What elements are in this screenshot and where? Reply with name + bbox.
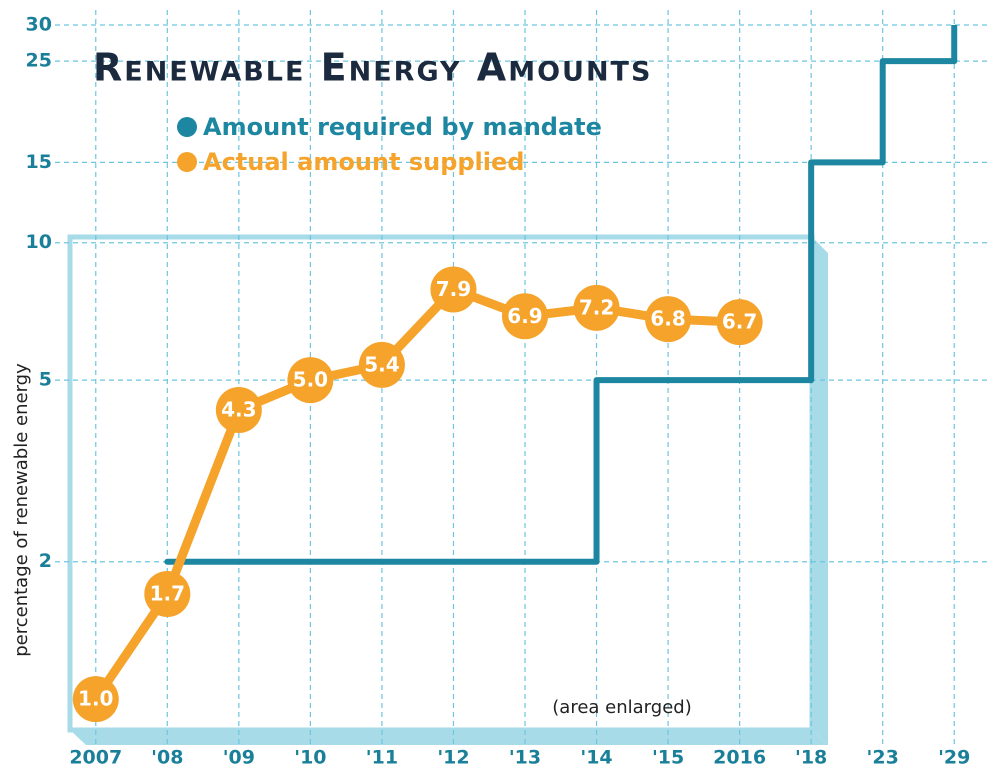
x-tick-label: '18 xyxy=(795,747,827,769)
data-point xyxy=(72,676,119,723)
x-tick-label: '09 xyxy=(223,747,255,769)
x-tick-label: '14 xyxy=(580,747,612,769)
chart-title: Renewable Energy Amounts xyxy=(93,46,652,90)
y-tick-label: 25 xyxy=(26,50,52,72)
y-tick-label: 15 xyxy=(26,151,52,173)
x-tick-label: 2007 xyxy=(69,747,122,769)
y-tick-label: 30 xyxy=(26,14,52,36)
x-tick-label: '08 xyxy=(151,747,183,769)
data-label: 5.4 xyxy=(364,352,399,376)
data-label: 6.7 xyxy=(722,310,757,334)
data-label: 7.2 xyxy=(579,295,614,319)
legend-label: Amount required by mandate xyxy=(203,113,602,141)
data-label: 1.7 xyxy=(150,581,185,605)
x-tick-label: '23 xyxy=(867,747,899,769)
data-label: 6.8 xyxy=(650,307,685,331)
x-tick-label: '15 xyxy=(652,747,684,769)
frame-side xyxy=(812,237,828,745)
data-point xyxy=(358,341,405,388)
data-label: 5.0 xyxy=(293,368,328,392)
data-point xyxy=(573,284,620,331)
y-tick-label: 10 xyxy=(26,231,52,253)
data-label: 6.9 xyxy=(507,304,542,328)
data-line xyxy=(92,284,740,702)
data-label: 4.3 xyxy=(221,398,256,422)
annotation: (area enlarged) xyxy=(552,697,691,718)
frame-bottom xyxy=(70,730,828,745)
data-label: 1.0 xyxy=(78,687,113,711)
legend-label: Actual amount supplied xyxy=(203,148,524,176)
x-tick-label: '13 xyxy=(509,747,541,769)
grid xyxy=(55,10,990,745)
y-tick-label: 2 xyxy=(39,550,52,572)
data-point xyxy=(430,266,477,313)
data-point xyxy=(502,293,548,340)
data-point xyxy=(215,387,262,434)
y-tick-label: 5 xyxy=(39,369,52,391)
x-tick-label: '12 xyxy=(437,747,469,769)
frame xyxy=(67,234,815,733)
data-point xyxy=(645,296,692,343)
x-tick-label: '11 xyxy=(366,747,398,769)
data-point xyxy=(716,299,763,346)
legend-swatch xyxy=(177,117,197,137)
x-tick-label: 2016 xyxy=(713,747,766,769)
data-point xyxy=(144,570,191,617)
x-tick-label: '29 xyxy=(938,747,970,769)
y-axis-label: percentage of renewable energy xyxy=(11,363,32,657)
legend-swatch xyxy=(177,152,197,172)
data-label: 7.9 xyxy=(436,277,471,301)
data-point xyxy=(287,357,334,404)
x-tick-label: '10 xyxy=(294,747,326,769)
enlarged-area xyxy=(67,234,828,745)
